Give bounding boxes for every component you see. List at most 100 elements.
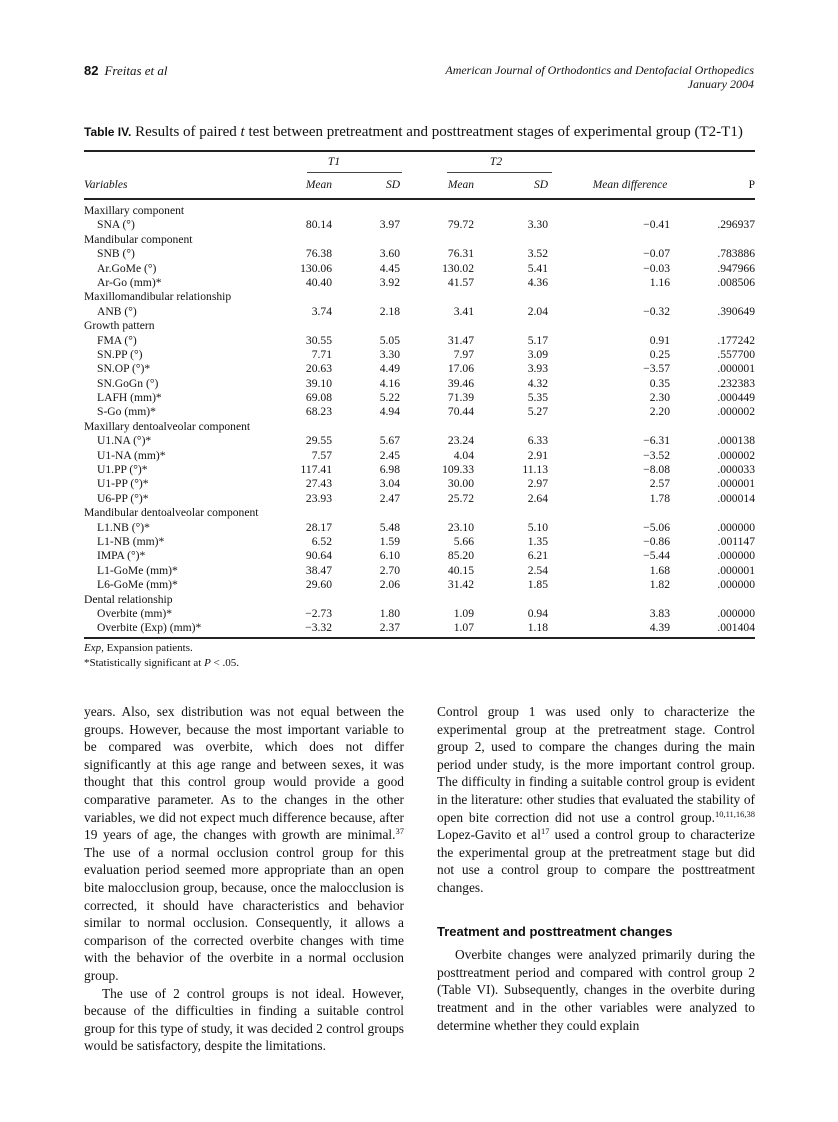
mean-difference-cell: 1.16 xyxy=(649,275,670,289)
t1-sd-cell: 2.18 xyxy=(379,304,400,318)
t1-mean-cell: −2.73 xyxy=(305,606,332,620)
t2-mean-cell: 1.07 xyxy=(453,621,474,635)
t2-mean-cell: 71.39 xyxy=(447,391,474,405)
t2-sd-cell: 2.54 xyxy=(527,563,548,577)
t1-sd-cell: 1.59 xyxy=(379,534,400,548)
t1-mean-cell: 39.10 xyxy=(305,376,332,390)
table-row: U1.NA (°)* 29.55 5.67 23.24 6.33 −6.31 .000138 xyxy=(84,434,755,448)
t2-sd-cell: 0.94 xyxy=(527,606,548,620)
t2-mean-cell: 30.00 xyxy=(447,477,474,491)
running-authors: Freitas et al xyxy=(104,63,168,78)
table-row: U1.PP (°)* 117.41 6.98 109.33 11.13 −8.08 .000… xyxy=(84,463,755,477)
paragraph-text: Lopez-Gavito et al xyxy=(437,827,541,843)
p-value-cell: .000000 xyxy=(717,606,755,620)
mean-difference-cell: 2.57 xyxy=(649,477,670,491)
t2-mean-cell: 1.09 xyxy=(453,606,474,620)
table-row: SN.GoGn (°) 39.10 4.16 39.46 4.32 0.35 .232383 xyxy=(84,377,755,391)
citation-superscript: 17 xyxy=(540,826,550,837)
t2-sd-cell: 2.97 xyxy=(527,477,548,491)
table-group-row: Dental relationship xyxy=(84,593,755,607)
mean-difference-cell: 4.39 xyxy=(649,621,670,635)
t1-mean-cell: 76.38 xyxy=(305,247,332,261)
t2-mean-cell: 39.46 xyxy=(447,376,474,390)
p-value-cell: .000033 xyxy=(717,463,755,477)
table-group-row: Maxillary component xyxy=(84,204,755,218)
mean-difference-cell: 0.25 xyxy=(649,347,670,361)
body-column-right: Control group 1 was used only to charact… xyxy=(437,703,755,1034)
mean-difference-cell: 1.82 xyxy=(649,578,670,592)
mean-difference-cell: 1.68 xyxy=(649,563,670,577)
col-header-p: P xyxy=(748,179,755,191)
t2-sd-cell: 3.09 xyxy=(527,347,548,361)
paragraph-text: The use of a normal occlusion control gr… xyxy=(84,844,404,983)
group-header-t2: T2 xyxy=(489,156,503,168)
group-label: Dental relationship xyxy=(84,592,173,606)
table-group-row: Maxillomandibular relationship xyxy=(84,290,755,304)
t1-mean-cell: 7.57 xyxy=(311,448,332,462)
citation-superscript: 37 xyxy=(395,826,405,837)
running-header-right: American Journal of Orthodontics and Den… xyxy=(445,63,754,91)
t1-mean-cell: 117.41 xyxy=(300,463,332,477)
variable-name: SN.OP (°)* xyxy=(97,362,151,376)
t2-mean-cell: 130.02 xyxy=(442,261,474,275)
p-value-cell: .000001 xyxy=(717,362,755,376)
table-body: Maxillary component SNA (°) 80.14 3.97 79.72… xyxy=(84,204,755,636)
table-row: L1.NB (°)* 28.17 5.48 23.10 5.10 −5.06 .000000 xyxy=(84,521,755,535)
t2-mean-cell: 31.42 xyxy=(447,578,474,592)
body-column-left: years. Also, sex distribution was not eq… xyxy=(84,703,404,1055)
t2-mean-cell: 76.31 xyxy=(447,247,474,261)
t2-mean-cell: 5.66 xyxy=(453,534,474,548)
p-value-cell: .000001 xyxy=(717,563,755,577)
running-header-left: 82 Freitas et al xyxy=(84,63,168,79)
t1-sd-cell: 4.45 xyxy=(379,261,400,275)
variable-name: L1-NB (mm)* xyxy=(97,534,165,548)
t1-mean-cell: 7.71 xyxy=(311,347,332,361)
section-heading: Treatment and posttreatment changes xyxy=(437,923,673,939)
body-paragraph: Control group 1 was used only to charact… xyxy=(437,703,755,897)
variable-name: U1.NA (°)* xyxy=(97,434,152,448)
t1-sd-cell: 1.80 xyxy=(379,606,400,620)
t1-underline xyxy=(307,172,402,173)
footnote-abbreviation: Exp, Expansion patients. xyxy=(84,642,193,654)
t1-mean-cell: 3.74 xyxy=(311,304,332,318)
group-header-t1: T1 xyxy=(327,156,341,168)
mean-difference-cell: 2.30 xyxy=(649,391,670,405)
t1-sd-cell: 4.94 xyxy=(379,405,400,419)
p-value-cell: .001404 xyxy=(717,621,755,635)
t1-sd-cell: 4.49 xyxy=(379,362,400,376)
footnote-abbrev: Exp, xyxy=(84,642,104,654)
mean-difference-cell: −5.44 xyxy=(643,549,670,563)
t2-sd-cell: 4.36 xyxy=(527,275,548,289)
p-value-cell: .296937 xyxy=(717,218,755,232)
variable-name: LAFH (mm)* xyxy=(97,391,162,405)
t1-mean-cell: −3.32 xyxy=(305,621,332,635)
variable-name: L1-GoMe (mm)* xyxy=(97,563,178,577)
variable-name: Overbite (mm)* xyxy=(97,606,173,620)
variable-name: SN.GoGn (°) xyxy=(97,376,159,390)
t2-mean-cell: 17.06 xyxy=(447,362,474,376)
t2-sd-cell: 6.33 xyxy=(527,434,548,448)
t1-sd-cell: 2.06 xyxy=(379,578,400,592)
table-row: Overbite (Exp) (mm)* −3.32 2.37 1.07 1.18 4.3… xyxy=(84,621,755,635)
variable-name: SN.PP (°) xyxy=(97,347,143,361)
t1-mean-cell: 20.63 xyxy=(305,362,332,376)
table-top-rule xyxy=(84,150,755,152)
table-row: FMA (°) 30.55 5.05 31.47 5.17 0.91 .177242 xyxy=(84,334,755,348)
mean-difference-cell: −5.06 xyxy=(643,520,670,534)
t2-sd-cell: 2.91 xyxy=(527,448,548,462)
table-row: L6-GoMe (mm)* 29.60 2.06 31.42 1.85 1.82 .0000… xyxy=(84,578,755,592)
group-label: Growth pattern xyxy=(84,319,155,333)
table-row: Overbite (mm)* −2.73 1.80 1.09 0.94 3.83 .0000… xyxy=(84,607,755,621)
table-row: U1-PP (°)* 27.43 3.04 30.00 2.97 2.57 .000001 xyxy=(84,477,755,491)
table-bottom-rule xyxy=(84,637,755,639)
t1-sd-cell: 3.97 xyxy=(379,218,400,232)
p-value-cell: .000449 xyxy=(717,391,755,405)
t2-sd-cell: 5.41 xyxy=(527,261,548,275)
variable-name: ANB (°) xyxy=(97,304,137,318)
t2-sd-cell: 1.35 xyxy=(527,534,548,548)
body-paragraph: Overbite changes were analyzed primarily… xyxy=(437,946,755,1034)
p-value-cell: .177242 xyxy=(717,333,755,347)
body-paragraph: The use of 2 control groups is not ideal… xyxy=(84,985,404,1055)
t1-sd-cell: 5.48 xyxy=(379,520,400,534)
col-header-t2-sd: SD xyxy=(533,179,548,191)
